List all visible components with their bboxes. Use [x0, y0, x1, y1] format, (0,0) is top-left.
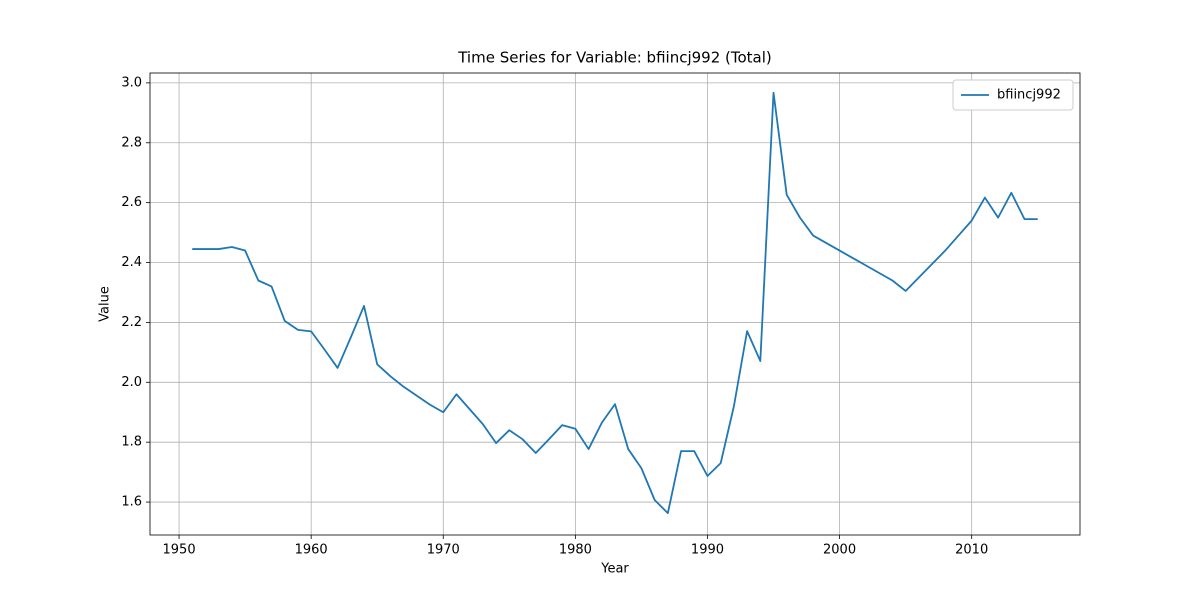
y-tick-label: 1.6 — [121, 495, 142, 510]
x-tick-label: 1980 — [559, 543, 592, 558]
y-tick-label: 1.8 — [121, 435, 142, 450]
plot-frame — [149, 72, 1081, 536]
y-tick-label: 2.2 — [121, 315, 142, 330]
chart-title: Time Series for Variable: bfiincj992 (To… — [457, 49, 772, 67]
line-series — [192, 91, 1038, 515]
y-tick-label: 2.4 — [121, 255, 142, 270]
x-tick-label: 2000 — [823, 543, 856, 558]
y-axis-label: Value — [98, 286, 113, 322]
y-tick-label: 2.6 — [121, 195, 142, 210]
y-tick-label: 2.8 — [121, 135, 142, 150]
x-tick-label: 1970 — [427, 543, 460, 558]
x-tick-label: 1950 — [163, 543, 196, 558]
x-tick-label: 1990 — [691, 543, 724, 558]
x-tick-label: 2010 — [955, 543, 988, 558]
x-tick-label: 1960 — [295, 543, 328, 558]
legend-label: bfiincj992 — [997, 88, 1061, 103]
legend-box — [952, 79, 1074, 111]
y-tick-label: 2.0 — [121, 375, 142, 390]
x-axis-label: Year — [600, 562, 629, 577]
y-tick-label: 3.0 — [121, 75, 142, 90]
